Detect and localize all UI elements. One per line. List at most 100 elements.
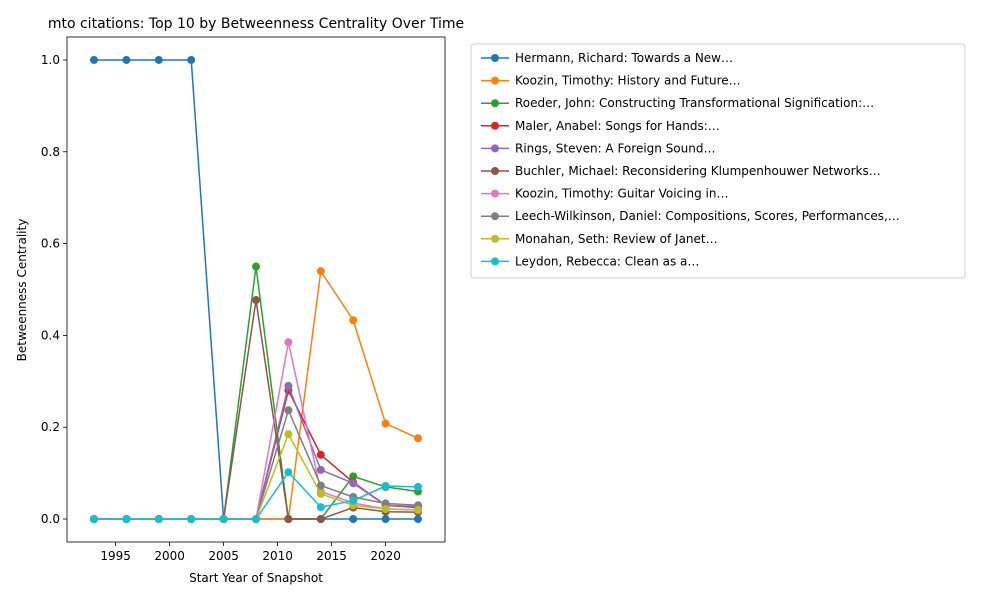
- x-tick-label: 1995: [100, 549, 131, 563]
- data-point: [284, 468, 293, 477]
- y-tick-label: 0.4: [41, 328, 60, 342]
- y-axis-label: Betweenness Centrality: [15, 219, 29, 362]
- data-point: [349, 515, 358, 524]
- x-tick-label: 2020: [370, 549, 401, 563]
- series-5: [90, 296, 422, 524]
- x-axis: 1995 2000 2005 2010 2015 2020: [100, 542, 401, 563]
- data-point: [316, 503, 325, 512]
- data-point: [381, 504, 390, 513]
- legend-marker: [491, 189, 499, 198]
- legend-item: Koozin, Timothy: History and Future…: [481, 74, 741, 88]
- data-point: [381, 499, 390, 508]
- y-tick-label: 1.0: [41, 53, 60, 67]
- data-point: [187, 515, 196, 524]
- x-tick-label: 2015: [316, 549, 347, 563]
- legend: Hermann, Richard: Towards a New… Koozin, …: [470, 43, 966, 279]
- data-point: [316, 465, 325, 474]
- legend-marker: [491, 257, 499, 266]
- data-point: [349, 472, 358, 481]
- legend-marker: [491, 121, 499, 130]
- legend-marker: [491, 234, 499, 243]
- data-point: [122, 515, 131, 524]
- chart-title: mto citations: Top 10 by Betweenness Cen…: [48, 16, 464, 32]
- data-point: [316, 515, 325, 524]
- x-axis-label: Start Year of Snapshot: [189, 571, 323, 585]
- y-tick-label: 0.2: [41, 420, 60, 434]
- data-point: [252, 296, 260, 305]
- legend-item: Maler, Anabel: Songs for Hands:…: [481, 119, 720, 133]
- y-axis: 0.0 0.2 0.4 0.6 0.8 1.0: [41, 53, 67, 526]
- y-tick-label: 0.6: [41, 237, 60, 251]
- series-3: [90, 386, 422, 524]
- data-point: [154, 515, 163, 524]
- series-line: [94, 59, 418, 520]
- data-point: [316, 450, 325, 459]
- legend-item: Rings, Steven: A Foreign Sound…: [481, 141, 715, 155]
- legend-label: Koozin, Timothy: Guitar Voicing in…: [515, 187, 728, 201]
- series-8: [90, 430, 422, 524]
- legend-item: Hermann, Richard: Towards a New…: [481, 51, 733, 65]
- data-point: [219, 515, 228, 524]
- data-point: [90, 55, 98, 64]
- data-point: [316, 489, 325, 498]
- legend-item: Buchler, Michael: Reconsidering Klumpenh…: [481, 164, 881, 178]
- data-point: [284, 515, 293, 524]
- y-tick-label: 0.8: [41, 145, 60, 159]
- x-tick-label: 2005: [208, 549, 239, 563]
- legend-label: Koozin, Timothy: History and Future…: [515, 74, 741, 88]
- data-point: [381, 419, 390, 428]
- y-tick-label: 0.0: [41, 512, 60, 526]
- data-point: [284, 406, 293, 415]
- series-4: [90, 381, 422, 524]
- series-line: [94, 471, 419, 520]
- legend-marker: [491, 167, 499, 175]
- legend-item: Koozin, Timothy: Guitar Voicing in…: [481, 187, 728, 201]
- series-line: [94, 409, 419, 520]
- plot-area: [66, 36, 446, 543]
- legend-label: Monahan, Seth: Review of Janet…: [515, 232, 718, 246]
- data-point: [414, 434, 422, 443]
- data-point: [414, 482, 422, 491]
- legend-marker: [491, 76, 499, 85]
- legend-label: Leech-Wilkinson, Daniel: Compositions, S…: [515, 209, 900, 223]
- data-point: [316, 267, 325, 276]
- series-7: [90, 406, 422, 524]
- series-1: [90, 267, 422, 524]
- data-point: [284, 338, 293, 347]
- data-point: [284, 430, 293, 439]
- series-9: [90, 468, 422, 524]
- legend-item: Monahan, Seth: Review of Janet…: [481, 232, 718, 246]
- legend-label: Roeder, John: Constructing Transformatio…: [515, 96, 874, 110]
- data-point: [349, 316, 358, 325]
- legend-marker: [491, 212, 499, 221]
- data-point: [316, 481, 325, 490]
- legend-label: Maler, Anabel: Songs for Hands:…: [515, 119, 720, 133]
- legend-marker: [491, 99, 499, 108]
- axes-frame: [66, 36, 446, 543]
- legend-label: Hermann, Richard: Towards a New…: [515, 51, 733, 65]
- data-point: [414, 505, 422, 514]
- series-line: [94, 299, 419, 520]
- series-line: [94, 385, 419, 520]
- legend-marker: [491, 54, 499, 62]
- data-point: [187, 55, 196, 64]
- legend-label: Rings, Steven: A Foreign Sound…: [515, 141, 715, 155]
- data-point: [381, 481, 390, 490]
- data-point: [122, 55, 131, 64]
- data-point: [349, 479, 358, 488]
- data-point: [252, 515, 260, 524]
- legend-item: Leydon, Rebecca: Clean as a…: [481, 254, 699, 268]
- legend-frame: [470, 43, 966, 279]
- data-point: [414, 515, 422, 524]
- data-point: [349, 496, 358, 505]
- data-point: [252, 262, 260, 271]
- legend-label: Leydon, Rebecca: Clean as a…: [515, 254, 699, 268]
- legend-label: Buchler, Michael: Reconsidering Klumpenh…: [515, 164, 881, 178]
- data-point: [154, 55, 163, 64]
- x-tick-label: 2000: [154, 549, 185, 563]
- data-point: [90, 515, 98, 524]
- legend-item: Roeder, John: Constructing Transformatio…: [481, 96, 874, 110]
- data-point: [284, 381, 293, 390]
- x-tick-label: 2010: [262, 549, 293, 563]
